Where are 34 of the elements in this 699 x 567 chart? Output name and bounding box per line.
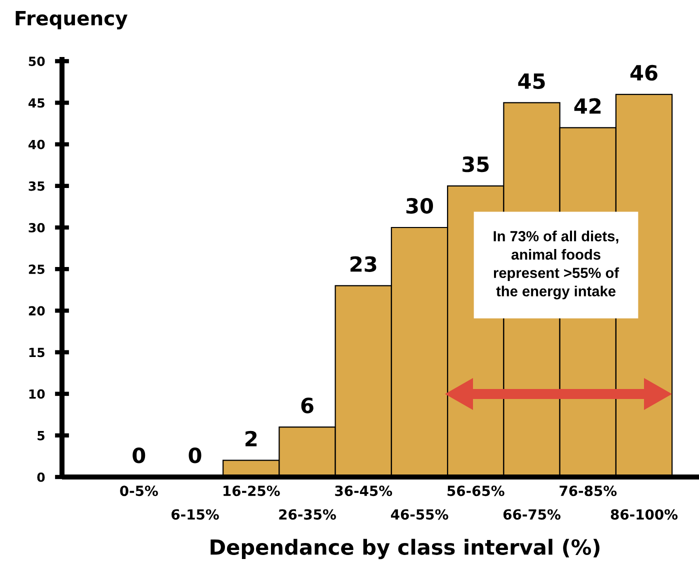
y-tick-label: 5: [38, 431, 44, 440]
data-label: 23: [350, 256, 376, 272]
y-tick-label: 45: [28, 98, 44, 108]
x-tick-label: 16-25%: [224, 486, 280, 496]
y-tick-label: 15: [29, 348, 44, 358]
data-label: 0: [132, 447, 146, 464]
y-tick-label: 0: [37, 472, 45, 482]
y-tick-label: 40: [28, 140, 45, 150]
y-tick-label: 30: [28, 222, 45, 232]
x-tick-label: 36-45%: [335, 486, 392, 496]
y-tick-label: 20: [28, 306, 45, 316]
x-tick-label: 46-55%: [390, 509, 448, 520]
x-tick-label: 6-15%: [172, 509, 219, 520]
data-label: 45: [518, 74, 545, 89]
data-label: 0: [188, 447, 202, 464]
y-axis-title: Frequency: [16, 11, 128, 30]
y-tick-label: 35: [28, 181, 44, 191]
x-axis-title: Dependance by class interval (%): [210, 538, 600, 560]
data-label: 6: [301, 398, 314, 414]
y-tick-label: 50: [28, 56, 45, 66]
data-label: 2: [246, 430, 257, 446]
y-tick-label: 25: [28, 264, 44, 274]
data-label: 42: [574, 98, 601, 114]
data-label: 30: [406, 198, 434, 214]
x-tick-label: 76-85%: [560, 486, 617, 496]
x-tick-label: 66-75%: [503, 509, 560, 520]
x-tick-label: 86-100%: [610, 509, 678, 520]
x-tick-label: 56-65%: [448, 486, 504, 496]
data-label: 35: [462, 156, 489, 172]
x-tick-label: 26-35%: [279, 509, 336, 520]
y-tick-label: 10: [29, 389, 45, 399]
annotation: In 73% of all diets, animal foods represent >55% of the energy intake: [494, 230, 620, 300]
x-tick-label: 0-5%: [120, 486, 158, 496]
data-label: 46: [630, 64, 658, 81]
